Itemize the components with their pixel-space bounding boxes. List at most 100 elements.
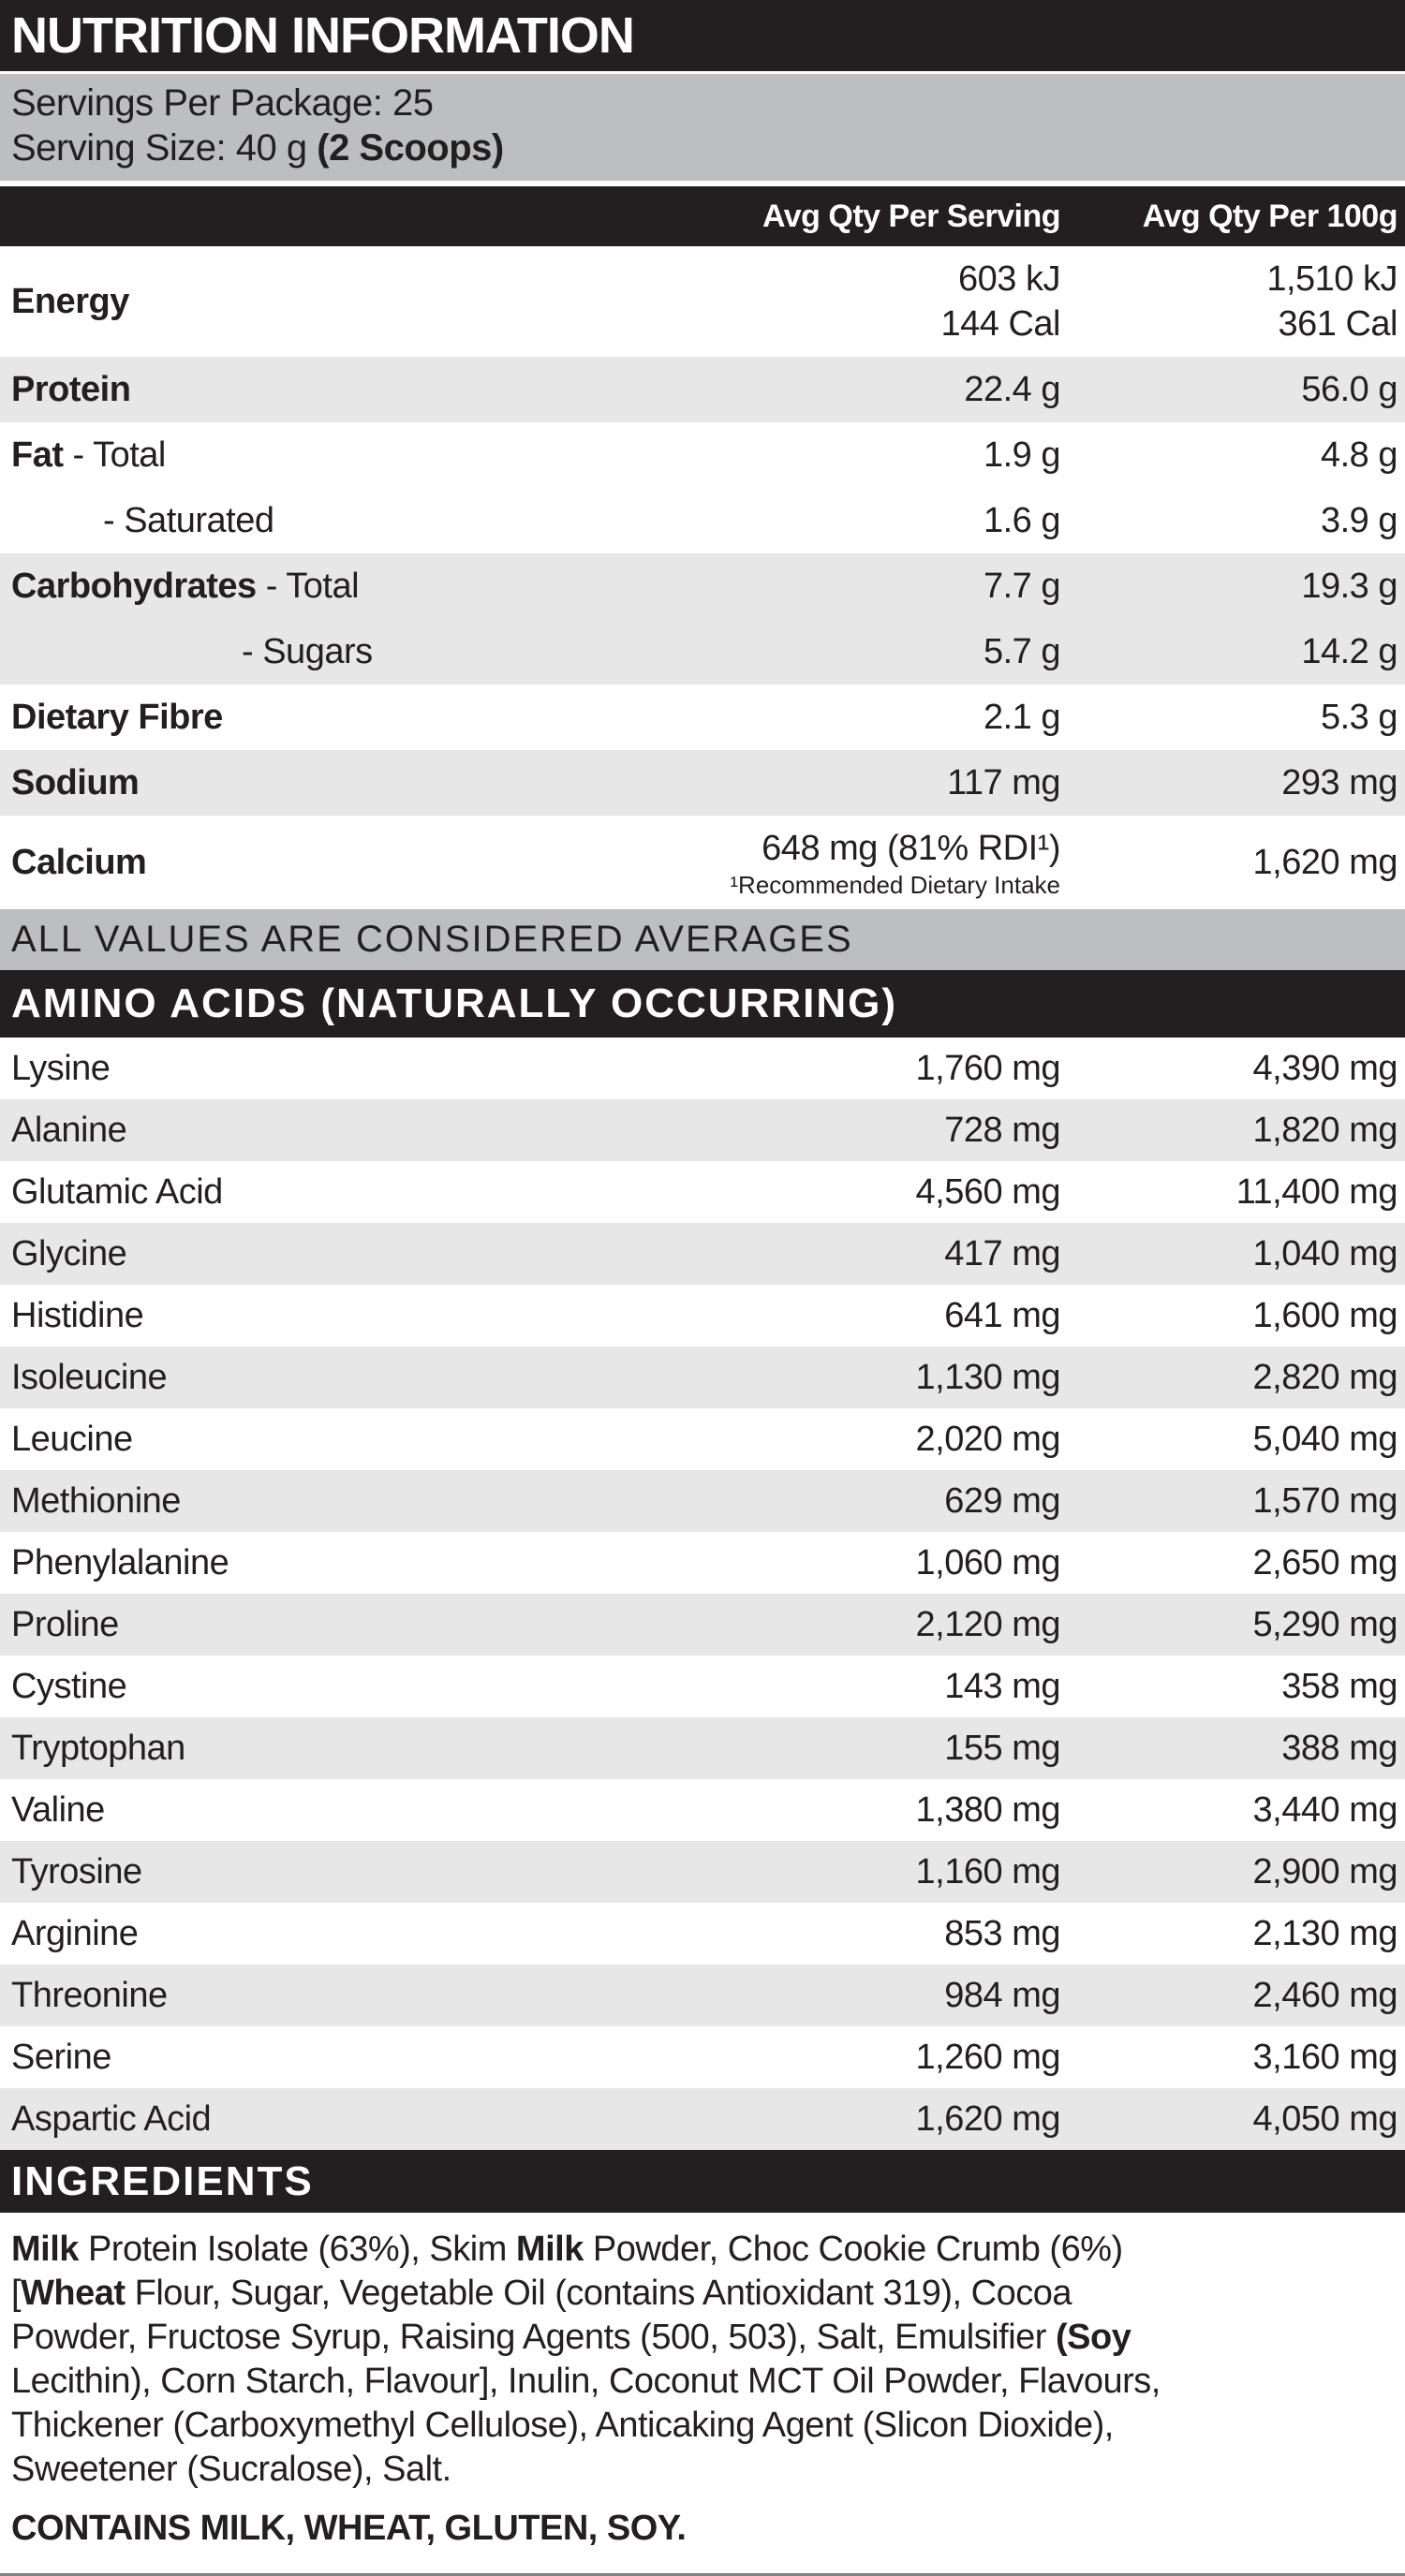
ingredients-line: [Wheat Flour, Sugar, Vegetable Oil (cont… <box>11 2274 1072 2313</box>
amino-acid-name: Leucine <box>11 1419 133 1459</box>
amino-acid-name: Glycine <box>11 1233 127 1273</box>
amino-per-100g-value: 5,040 mg <box>1252 1419 1398 1459</box>
nutrient-per-serving-value: 1.9 g <box>983 435 1061 475</box>
amino-acid-name: Tryptophan <box>11 1728 185 1768</box>
nutrient-label: Sodium <box>11 762 140 802</box>
amino-acid-name: Isoleucine <box>11 1357 168 1397</box>
ingredients-header: INGREDIENTS <box>11 2157 314 2204</box>
amino-acid-row: Glutamic Acid 4,560 mg 11,400 mg <box>0 1161 1405 1223</box>
nutrient-label: Energy <box>11 281 129 321</box>
amino-per-serving-value: 1,060 mg <box>915 1542 1061 1582</box>
nutrient-row: Fat - Total 1.9 g 4.8 g <box>0 422 1405 488</box>
allergen-contains-statement: CONTAINS MILK, WHEAT, GLUTEN, SOY. <box>11 2509 687 2548</box>
amino-per-serving-value: 641 mg <box>944 1295 1060 1335</box>
ingredients-line: Lecithin), Corn Starch, Flavour], Inulin… <box>11 2362 1161 2401</box>
amino-per-100g-value: 2,650 mg <box>1252 1542 1398 1582</box>
amino-acid-row: Histidine 641 mg 1,600 mg <box>0 1285 1405 1347</box>
amino-acid-row: Arginine 853 mg 2,130 mg <box>0 1903 1405 1965</box>
nutrient-row: Calcium 648 mg (81% RDI¹) ¹Recommended Di… <box>0 816 1405 909</box>
amino-acids-header: AMINO ACIDS (NATURALLY OCCURRING) <box>11 980 897 1026</box>
amino-per-serving-value: 155 mg <box>944 1728 1060 1768</box>
nutrient-label: - Saturated <box>103 500 274 540</box>
amino-per-100g-value: 3,440 mg <box>1252 1789 1398 1830</box>
nutrient-per-serving-value: 603 kJ 144 Cal <box>940 259 1061 344</box>
amino-acid-name: Threonine <box>11 1975 168 2015</box>
amino-acid-row: Threonine 984 mg 2,460 mg <box>0 1965 1405 2026</box>
amino-per-serving-value: 728 mg <box>944 1110 1060 1150</box>
nutrient-row: Dietary Fibre 2.1 g 5.3 g <box>0 684 1405 750</box>
nutrient-per-serving-value: 648 mg (81% RDI¹) ¹Recommended Dietary In… <box>714 826 1060 899</box>
amino-acid-row: Valine 1,380 mg 3,440 mg <box>0 1779 1405 1841</box>
amino-per-serving-value: 629 mg <box>944 1480 1060 1521</box>
ingredients-line: Powder, Fructose Syrup, Raising Agents (… <box>11 2318 1131 2357</box>
nutrient-label: Protein <box>11 369 131 409</box>
averages-note-bar: ALL VALUES ARE CONSIDERED AVERAGES <box>0 909 1405 970</box>
amino-acid-name: Aspartic Acid <box>11 2098 212 2139</box>
nutrient-per-serving-value: 2.1 g <box>983 698 1061 737</box>
nutrient-label: Carbohydrates - Total <box>11 566 360 606</box>
nutrient-label: Dietary Fibre <box>11 697 223 737</box>
amino-per-100g-value: 358 mg <box>1281 1666 1398 1706</box>
servings-per-package: Servings Per Package: 25 <box>11 82 434 124</box>
amino-per-100g-value: 2,460 mg <box>1252 1975 1398 2015</box>
amino-acid-row: Tryptophan 155 mg 388 mg <box>0 1717 1405 1779</box>
amino-acid-row: Proline 2,120 mg 5,290 mg <box>0 1594 1405 1656</box>
amino-per-serving-value: 1,620 mg <box>915 2098 1061 2139</box>
amino-per-100g-value: 5,290 mg <box>1252 1604 1398 1644</box>
nutrient-per-100g-value: 1,510 kJ 361 Cal <box>1266 259 1398 344</box>
amino-per-100g-value: 1,600 mg <box>1252 1295 1398 1335</box>
amino-acid-name: Alanine <box>11 1110 127 1150</box>
amino-acid-name: Arginine <box>11 1913 139 1953</box>
nutrient-per-serving-value: 5.7 g <box>983 632 1061 671</box>
serving-size: Serving Size: 40 g (2 Scoops) <box>11 127 504 169</box>
amino-acid-name: Valine <box>11 1789 105 1830</box>
nutrient-row: Protein 22.4 g 56.0 g <box>0 357 1405 422</box>
amino-per-serving-value: 1,130 mg <box>915 1357 1061 1397</box>
ingredients-line: Milk Protein Isolate (63%), Skim Milk Po… <box>11 2230 1123 2269</box>
amino-acid-name: Serine <box>11 2037 111 2077</box>
column-header-per-serving: Avg Qty Per Serving <box>762 198 1061 234</box>
amino-per-100g-value: 2,130 mg <box>1252 1913 1398 1953</box>
amino-per-100g-value: 4,050 mg <box>1252 2098 1398 2139</box>
column-header-bar: Avg Qty Per Serving Avg Qty Per 100g <box>0 186 1405 246</box>
amino-acid-name: Lysine <box>11 1048 111 1088</box>
nutrient-per-100g-value: 14.2 g <box>1301 632 1398 671</box>
nutrient-per-serving-value: 22.4 g <box>964 370 1060 409</box>
amino-acid-row: Cystine 143 mg 358 mg <box>0 1656 1405 1717</box>
amino-acid-row: Glycine 417 mg 1,040 mg <box>0 1223 1405 1285</box>
nutrient-row: Sodium 117 mg 293 mg <box>0 750 1405 816</box>
amino-acids-header-bar: AMINO ACIDS (NATURALLY OCCURRING) <box>0 970 1405 1038</box>
amino-per-100g-value: 2,820 mg <box>1252 1357 1398 1397</box>
nutrient-label: - Sugars <box>242 631 373 671</box>
nutrient-per-100g-value: 1,620 mg <box>1252 843 1398 882</box>
amino-acid-row: Methionine 629 mg 1,570 mg <box>0 1470 1405 1532</box>
averages-note: ALL VALUES ARE CONSIDERED AVERAGES <box>11 919 853 960</box>
nutrition-title-bar: NUTRITION INFORMATION <box>0 0 1405 71</box>
nutrient-per-100g-value: 56.0 g <box>1301 370 1398 409</box>
nutrient-per-serving-value: 1.6 g <box>983 501 1061 540</box>
nutrient-per-100g-value: 3.9 g <box>1320 501 1398 540</box>
amino-per-serving-value: 853 mg <box>944 1913 1060 1953</box>
amino-acid-row: Leucine 2,020 mg 5,040 mg <box>0 1408 1405 1470</box>
amino-acids-table: Lysine 1,760 mg 4,390 mg Alanine 728 mg … <box>0 1038 1405 2150</box>
serving-info-bar: Servings Per Package: 25 Serving Size: 4… <box>0 74 1405 181</box>
amino-acid-name: Cystine <box>11 1666 127 1706</box>
amino-acid-name: Histidine <box>11 1295 144 1335</box>
nutrient-per-serving-value: 117 mg <box>947 763 1060 802</box>
amino-acid-row: Isoleucine 1,130 mg 2,820 mg <box>0 1347 1405 1408</box>
nutrient-row: - Sugars 5.7 g 14.2 g <box>0 619 1405 684</box>
nutrient-label: Fat - Total <box>11 434 166 475</box>
amino-per-100g-value: 1,040 mg <box>1252 1233 1398 1273</box>
nutrient-row: - Saturated 1.6 g 3.9 g <box>0 488 1405 553</box>
amino-per-serving-value: 4,560 mg <box>915 1171 1061 1212</box>
amino-per-serving-value: 2,120 mg <box>915 1604 1061 1644</box>
amino-per-serving-value: 1,260 mg <box>915 2037 1061 2077</box>
amino-per-serving-value: 417 mg <box>944 1233 1060 1273</box>
nutrient-per-serving-value: 7.7 g <box>983 567 1061 606</box>
nutrient-label: Calcium <box>11 842 147 882</box>
amino-acid-row: Alanine 728 mg 1,820 mg <box>0 1099 1405 1161</box>
amino-per-100g-value: 1,820 mg <box>1252 1110 1398 1150</box>
amino-acid-row: Serine 1,260 mg 3,160 mg <box>0 2026 1405 2088</box>
amino-acid-name: Phenylalanine <box>11 1542 229 1582</box>
